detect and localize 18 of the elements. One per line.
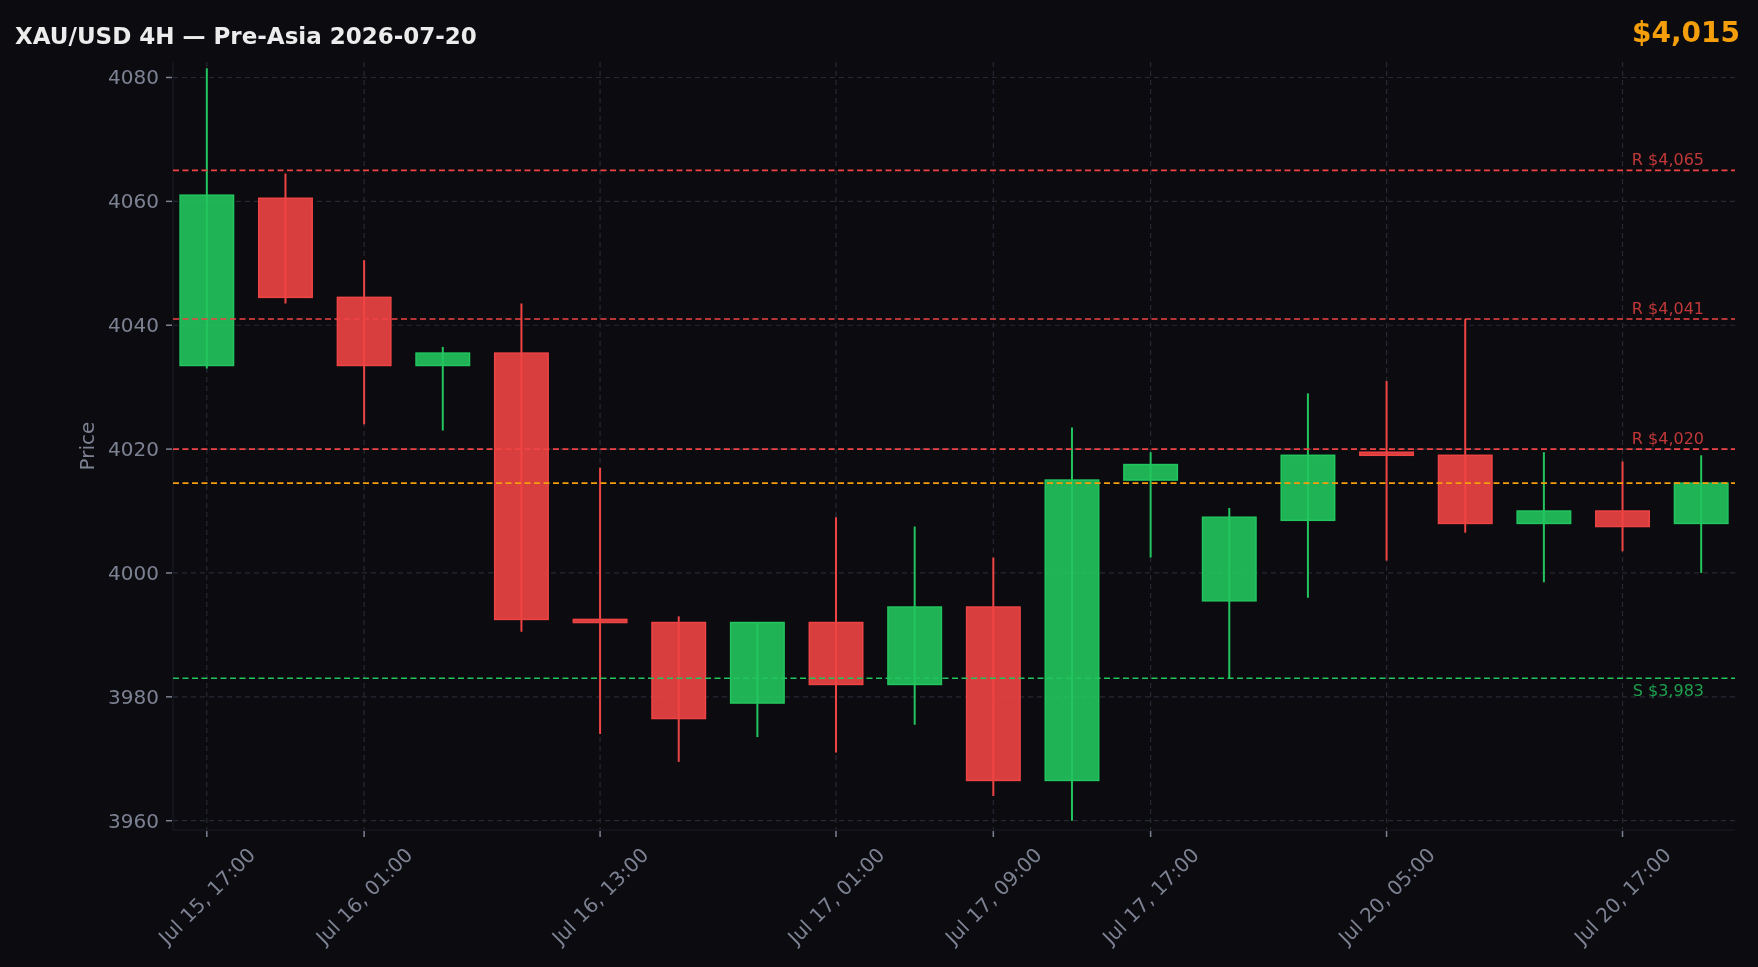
y-axis-title: Price xyxy=(75,421,99,471)
ref-line-label: R $4,065 xyxy=(1631,150,1704,170)
candlestick xyxy=(1516,451,1572,584)
ref-line-label: R $4,020 xyxy=(1631,429,1704,449)
text: $4,015 xyxy=(1631,16,1740,49)
candlestick xyxy=(1595,460,1651,553)
y-tick-label: 4040 xyxy=(108,313,159,338)
chart-title: XAU/USD 4H — Pre-Asia 2026-07-20 xyxy=(15,23,477,49)
y-tick-label: 4020 xyxy=(108,437,159,462)
ref-line-label: R $4,041 xyxy=(1631,299,1704,319)
y-tick-label: 3960 xyxy=(108,808,159,833)
ref-line-label: S $3,983 xyxy=(1632,681,1704,701)
y-tick-label: 4060 xyxy=(108,189,159,214)
y-tick-label: 4000 xyxy=(108,560,159,585)
y-tick-label: 4080 xyxy=(108,65,159,90)
y-tick-label: 3980 xyxy=(108,684,159,709)
candlestick xyxy=(1123,451,1179,559)
candlestick xyxy=(415,345,471,432)
